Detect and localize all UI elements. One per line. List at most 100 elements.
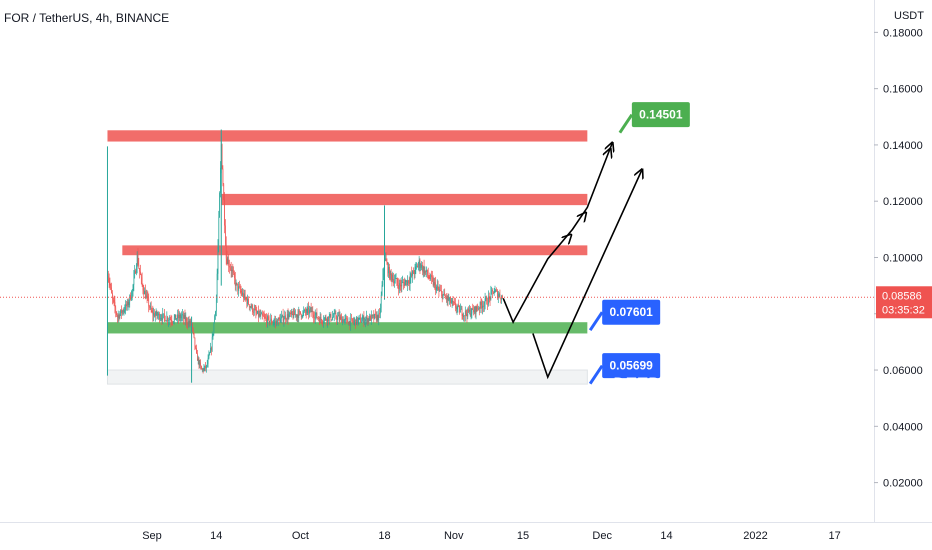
candle-body <box>116 311 117 316</box>
candle-body <box>417 265 418 268</box>
candle-body <box>201 368 203 370</box>
candle-body <box>251 305 253 308</box>
candle-body <box>454 302 455 304</box>
candle-body <box>267 316 268 324</box>
axis-unit-label: USDT <box>894 10 924 22</box>
candle-body <box>413 273 415 275</box>
candle-body <box>427 269 428 275</box>
candle-body <box>252 305 253 313</box>
candle-body <box>449 297 450 300</box>
candle-body <box>154 313 155 317</box>
candle-body <box>263 316 265 318</box>
candle-body <box>458 305 460 306</box>
candle-body <box>200 362 201 367</box>
candle-body <box>130 295 131 300</box>
candle-body <box>226 258 228 265</box>
candle-body <box>474 307 476 314</box>
candle-body <box>134 270 136 277</box>
candle-body <box>487 304 488 305</box>
candle-body <box>443 292 445 295</box>
candle-body <box>418 260 420 265</box>
candle-body <box>115 307 117 312</box>
candle-body <box>246 299 248 305</box>
candle-body <box>278 318 280 320</box>
candle-body <box>391 274 393 281</box>
candle-body <box>142 285 144 291</box>
candle-body <box>349 321 351 326</box>
callout-pointer-1 <box>618 113 634 134</box>
candle-body <box>403 281 404 283</box>
candle-body <box>309 307 311 310</box>
candle-body <box>314 317 315 319</box>
candle-body <box>334 313 336 314</box>
candle-body <box>309 309 310 314</box>
candle-body <box>478 308 480 310</box>
candle-body <box>129 295 131 303</box>
last-price-value: 0.08586 <box>882 290 922 302</box>
candle-body <box>205 365 206 369</box>
candle-body <box>173 317 175 322</box>
candle-body <box>461 308 463 317</box>
candle-body <box>337 315 339 317</box>
candle-body <box>314 314 316 319</box>
candle-body <box>364 321 366 324</box>
candle-body <box>370 314 372 321</box>
x-tick-label: Dec <box>592 530 612 542</box>
candle-body <box>442 294 444 299</box>
candle-body <box>288 315 290 319</box>
y-tick-label: 0.06000 <box>883 365 923 377</box>
candle-body <box>214 315 216 324</box>
x-tick-label: 14 <box>660 530 672 542</box>
candle-body <box>447 296 449 301</box>
callout-pointer-2 <box>588 311 604 332</box>
candle-body <box>133 276 135 285</box>
candle-body <box>112 293 113 299</box>
candle-body <box>380 294 382 309</box>
candle-body <box>467 308 469 317</box>
candle-body <box>347 322 349 325</box>
candle-body <box>325 316 327 320</box>
candle-body <box>216 273 218 300</box>
candle-body <box>426 269 427 272</box>
candle-body <box>135 270 136 274</box>
candle-body <box>272 322 274 324</box>
candle-body <box>361 321 362 323</box>
candle-body <box>356 317 358 323</box>
candle-body <box>478 308 479 310</box>
callout-label-3: 0.05699 <box>609 359 653 373</box>
candle-body <box>176 318 178 320</box>
candle-body <box>232 269 234 272</box>
candle-body <box>399 283 401 285</box>
candle-body <box>173 321 174 323</box>
x-tick-label: Sep <box>142 530 162 542</box>
candle-body <box>342 319 343 323</box>
callout-label-1: 0.14501 <box>639 108 683 122</box>
symbol-title[interactable]: FOR / TetherUS, 4h, BINANCE <box>4 11 170 25</box>
candle-body <box>500 297 502 300</box>
candle-body <box>493 292 495 294</box>
x-tick-label: Oct <box>292 530 309 542</box>
candle-body <box>150 305 151 308</box>
candle-body <box>383 268 385 274</box>
candle-body <box>482 305 483 309</box>
candle-body <box>218 217 220 247</box>
candle-body <box>158 313 159 316</box>
candle-body <box>408 280 409 284</box>
candle-body <box>317 317 319 319</box>
candle-body <box>308 307 310 314</box>
candle-body <box>393 278 394 284</box>
candle-body <box>388 267 389 274</box>
candle-body <box>237 283 239 291</box>
candle-body <box>321 319 323 322</box>
candle-body <box>163 313 164 315</box>
candle-body <box>239 287 241 291</box>
candle-body <box>141 277 143 286</box>
candle-body <box>190 320 192 325</box>
candle-body <box>168 320 169 322</box>
candle-body <box>394 279 396 282</box>
candle-body <box>403 282 405 286</box>
candle-body <box>412 271 413 276</box>
candle-body <box>445 295 446 298</box>
candle-body <box>307 307 309 310</box>
